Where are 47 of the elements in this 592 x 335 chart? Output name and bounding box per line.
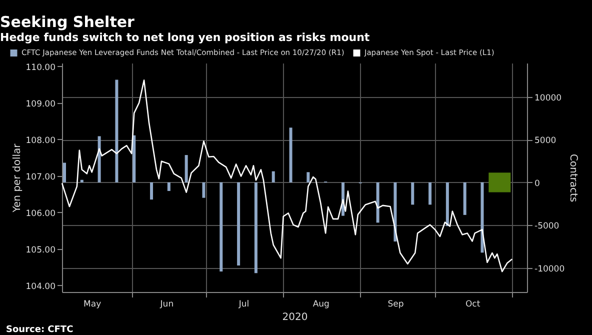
- x-tick-label: May: [84, 300, 102, 310]
- bar: [115, 80, 118, 182]
- bar: [289, 128, 292, 182]
- y2-tick-label: -5000: [534, 222, 560, 232]
- bar: [428, 182, 432, 205]
- y2-axis-title: Contracts: [568, 154, 579, 202]
- chart-title: Seeking Shelter: [0, 13, 136, 31]
- y-tick-label: 107.00: [26, 172, 56, 182]
- bar: [488, 172, 511, 192]
- bar: [62, 162, 66, 182]
- x-tick-label: Aug: [312, 300, 330, 310]
- bar: [167, 182, 170, 191]
- bar: [80, 180, 84, 182]
- y-tick-label: 109.00: [26, 99, 56, 110]
- bar: [150, 182, 154, 200]
- x-tick-label: Oct: [465, 300, 481, 310]
- bar: [184, 155, 188, 182]
- bar: [132, 135, 136, 182]
- chart-subtitle: Hedge funds switch to net long yen position as risks mount: [0, 31, 370, 44]
- source-note: Source: CFTC: [6, 325, 74, 335]
- y-tick-label: 108.00: [26, 136, 56, 146]
- bar: [411, 182, 414, 205]
- y-tick-label: 105.00: [26, 245, 56, 256]
- bar: [98, 136, 101, 182]
- y2-tick-label: 5000: [534, 136, 556, 146]
- bar: [376, 182, 380, 223]
- bar: [220, 182, 223, 272]
- bar: [306, 172, 310, 182]
- y-tick-label: 104.00: [26, 282, 56, 292]
- bar: [254, 182, 258, 274]
- x-tick-label: Jun: [159, 300, 174, 310]
- bar: [237, 182, 240, 266]
- y2-tick-label: 0: [534, 178, 540, 189]
- y-tick-label: 110.00: [26, 62, 56, 73]
- x-axis-title: 2020: [282, 312, 308, 323]
- x-tick-label: Jul: [238, 300, 250, 310]
- bar: [480, 182, 484, 253]
- bar: [446, 182, 449, 226]
- bar: [272, 171, 275, 182]
- line-series: [61, 80, 513, 272]
- bar: [202, 182, 206, 198]
- x-tick-label: Sep: [388, 300, 404, 310]
- y2-tick-label: -10000: [534, 264, 565, 275]
- bar: [463, 182, 466, 215]
- y-axis-title: Yen per dollar: [12, 142, 23, 214]
- y-tick-label: 106.00: [26, 208, 56, 219]
- y2-tick-label: 10000: [534, 93, 562, 104]
